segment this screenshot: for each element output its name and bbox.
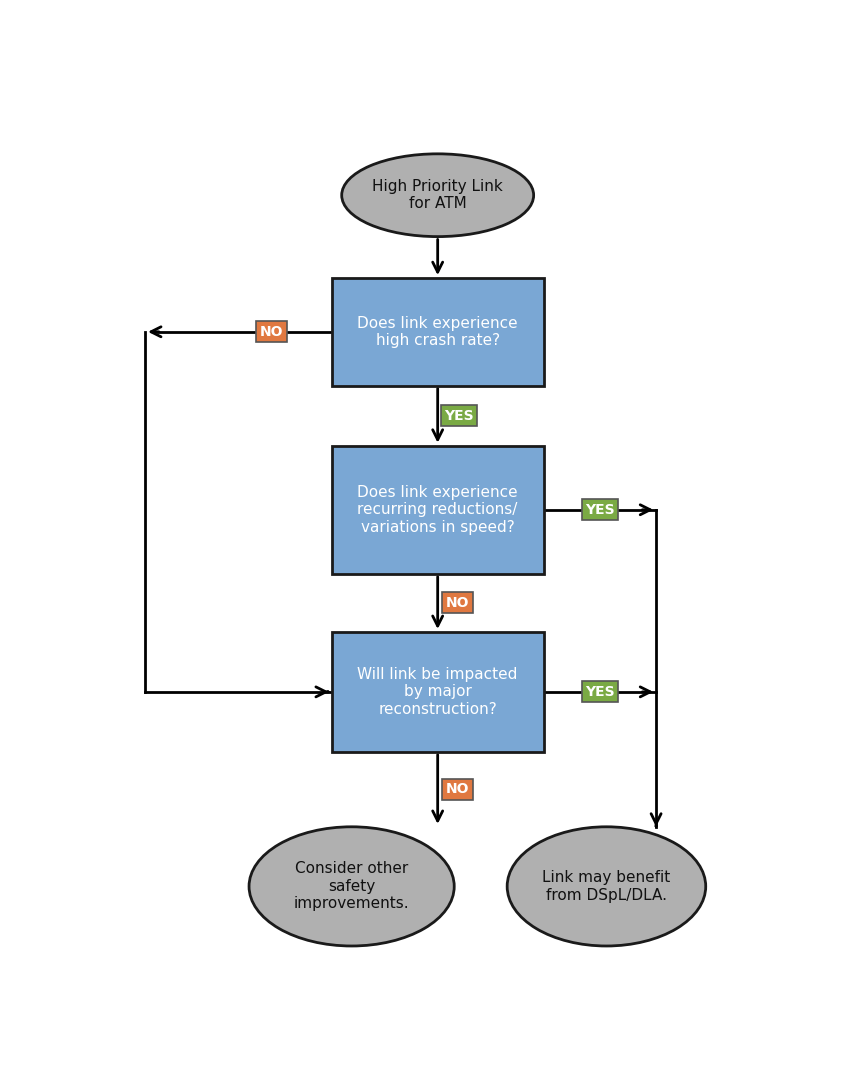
Text: YES: YES [444,408,473,422]
Text: YES: YES [584,685,614,699]
Text: YES: YES [584,503,614,517]
Text: Does link experience
recurring reductions/
variations in speed?: Does link experience recurring reduction… [357,485,518,534]
Text: Will link be impacted
by major
reconstruction?: Will link be impacted by major reconstru… [357,666,517,717]
Text: High Priority Link
for ATM: High Priority Link for ATM [372,180,502,212]
Text: NO: NO [259,325,283,339]
Text: Consider other
safety
improvements.: Consider other safety improvements. [293,861,409,912]
Ellipse shape [507,827,705,946]
Ellipse shape [341,154,533,236]
Text: Link may benefit
from DSpL/DLA.: Link may benefit from DSpL/DLA. [542,870,670,903]
Text: NO: NO [445,596,469,610]
Ellipse shape [249,827,454,946]
FancyBboxPatch shape [331,278,543,386]
Text: NO: NO [445,783,469,797]
FancyBboxPatch shape [331,446,543,574]
Text: Does link experience
high crash rate?: Does link experience high crash rate? [357,316,518,348]
FancyBboxPatch shape [331,632,543,751]
